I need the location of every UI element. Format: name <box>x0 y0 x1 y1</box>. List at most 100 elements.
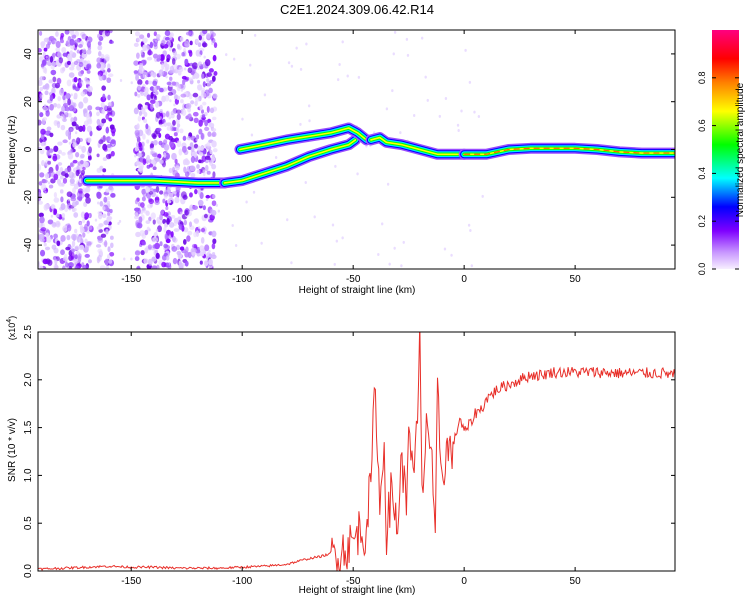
noise-speck <box>56 103 61 109</box>
noise-speck <box>176 84 181 92</box>
noise-speck <box>39 93 44 99</box>
noise-speck <box>152 219 156 225</box>
noise-speck <box>155 194 159 198</box>
noise-speck <box>94 218 98 222</box>
noise-speck <box>136 265 141 269</box>
noise-speck <box>152 244 158 249</box>
noise-speck <box>192 111 199 117</box>
noise-speck <box>43 242 47 247</box>
noise-speck <box>196 84 203 91</box>
noise-speck <box>133 70 139 74</box>
noise-speck <box>192 247 197 253</box>
noise-speck <box>96 118 101 126</box>
noise-speck <box>57 162 63 166</box>
noise-speck <box>82 166 86 171</box>
noise-speck <box>155 34 161 39</box>
noise-speck <box>107 102 113 107</box>
noise-speck <box>186 113 192 120</box>
noise-speck <box>53 263 59 269</box>
noise-speck <box>199 104 203 111</box>
noise-speck <box>188 50 193 57</box>
noise-speck <box>212 148 218 153</box>
noise-speck <box>184 41 190 47</box>
noise-speck <box>135 161 141 166</box>
noise-speck <box>136 37 141 42</box>
noise-speck <box>104 258 109 266</box>
noise-speck <box>100 233 107 238</box>
noise-speck <box>202 205 206 211</box>
noise-speck <box>184 158 189 164</box>
noise-speck <box>106 77 112 84</box>
y-tick-label: 20 <box>23 96 34 108</box>
noise-speck <box>148 191 154 195</box>
noise-speck <box>305 42 308 46</box>
noise-speck <box>153 139 158 146</box>
noise-speck <box>174 94 178 100</box>
snr-scale-exponent: 4 <box>6 319 13 323</box>
y-tick-label: -20 <box>23 190 34 205</box>
noise-speck <box>69 178 75 185</box>
noise-speck <box>154 200 160 206</box>
noise-speck <box>274 156 278 160</box>
noise-speck <box>199 252 205 257</box>
noise-speck <box>137 222 143 229</box>
noise-speck <box>192 62 198 70</box>
noise-speck <box>52 208 56 216</box>
noise-speck <box>158 69 164 77</box>
noise-speck <box>70 246 74 250</box>
x-tick-label: -50 <box>346 274 361 285</box>
noise-speck <box>137 93 141 98</box>
noise-speck <box>57 141 63 146</box>
noise-speck <box>172 169 178 176</box>
noise-speck <box>60 67 65 74</box>
noise-speck <box>202 42 208 48</box>
noise-speck <box>201 114 206 118</box>
noise-speck <box>65 129 70 137</box>
noise-speck <box>84 244 89 251</box>
noise-speck <box>137 79 143 86</box>
noise-speck <box>178 66 184 73</box>
noise-speck <box>144 86 149 94</box>
noise-speck <box>58 57 64 64</box>
noise-speck <box>96 62 102 69</box>
noise-speck <box>105 136 111 142</box>
noise-speck <box>53 197 60 203</box>
noise-speck <box>43 47 48 52</box>
noise-speck <box>82 108 88 114</box>
noise-speck <box>49 55 54 63</box>
noise-speck <box>197 67 200 71</box>
noise-speck <box>198 47 205 52</box>
noise-speck <box>38 212 44 218</box>
noise-speck <box>102 206 106 211</box>
noise-speck <box>464 48 467 52</box>
noise-speck <box>164 233 168 240</box>
noise-speck <box>98 223 104 228</box>
noise-speck <box>205 73 209 78</box>
noise-speck <box>98 228 103 233</box>
noise-speck <box>159 87 164 93</box>
noise-speck <box>250 133 254 137</box>
noise-speck <box>170 110 175 116</box>
noise-speck <box>168 167 173 174</box>
noise-speck <box>68 266 73 269</box>
noise-speck <box>99 200 104 207</box>
noise-speck <box>74 131 78 135</box>
noise-speck <box>469 228 472 232</box>
noise-speck <box>81 33 87 40</box>
noise-speck <box>166 122 172 127</box>
noise-speck <box>183 227 189 233</box>
noise-speck <box>190 146 195 153</box>
noise-speck <box>151 133 157 138</box>
y-tick-label: 40 <box>23 48 34 60</box>
noise-speck <box>54 258 58 266</box>
noise-speck <box>104 54 110 62</box>
noise-speck <box>200 227 206 233</box>
noise-speck <box>130 81 133 85</box>
noise-speck <box>40 249 46 257</box>
noise-speck <box>98 51 102 57</box>
noise-speck <box>212 194 216 199</box>
noise-speck <box>57 96 61 102</box>
noise-speck <box>78 101 84 109</box>
noise-speck <box>145 156 151 164</box>
